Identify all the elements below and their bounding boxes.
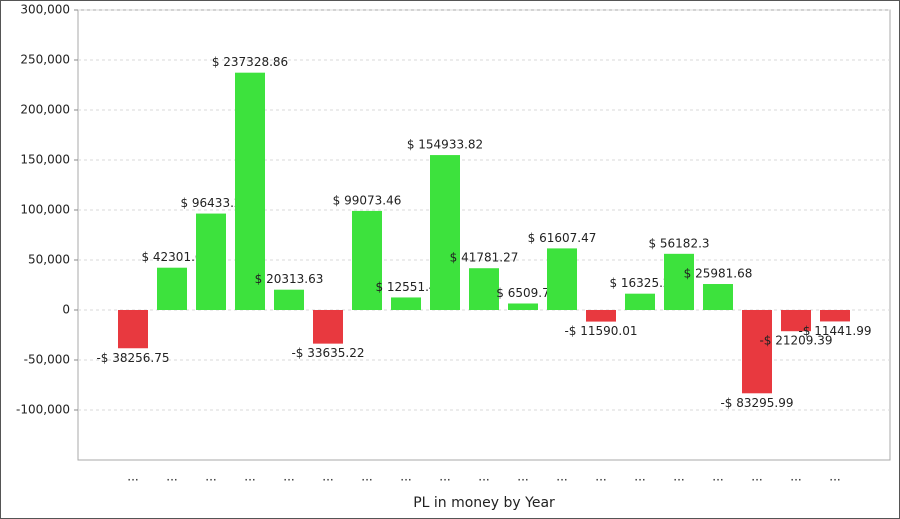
bar [352,210,382,310]
x-tick-label: ... [829,470,840,484]
x-tick-label: ... [244,470,255,484]
y-tick-label: 250,000 [20,53,70,67]
x-tick-label: ... [322,470,333,484]
value-label: $ 99073.46 [333,193,402,207]
value-label: -$ 11441.99 [798,324,871,338]
y-tick-label: 0 [62,303,70,317]
y-tick-label: 300,000 [20,3,70,17]
bar [274,289,304,310]
bar [508,303,538,310]
y-tick-label: -50,000 [24,353,70,367]
bar [469,268,499,310]
x-tick-label: ... [556,470,567,484]
y-tick-label: -100,000 [16,403,70,417]
value-label: $ 237328.86 [212,55,288,69]
x-tick-label: ... [361,470,372,484]
value-label: $ 96433.2 [180,196,241,210]
x-tick-label: ... [790,470,801,484]
x-tick-label: ... [439,470,450,484]
bar [664,253,694,310]
bar [196,213,226,310]
value-label: -$ 11590.01 [564,324,637,338]
value-label: $ 42301.6 [141,250,202,264]
x-tick-label: ... [634,470,645,484]
y-tick-label: 200,000 [20,103,70,117]
bar [781,310,811,332]
bar [118,310,148,349]
value-label: $ 56182.3 [648,236,709,250]
x-axis-label: PL in money by Year [413,495,555,511]
value-label: $ 12551.4 [375,280,436,294]
x-tick-label: ... [712,470,723,484]
value-label: $ 154933.82 [407,138,483,152]
x-tick-label: ... [478,470,489,484]
x-tick-label: ... [751,470,762,484]
value-label: -$ 83295.99 [720,396,793,410]
x-tick-label: ... [595,470,606,484]
bar [235,72,265,310]
value-label: -$ 38256.75 [96,351,169,365]
bar [625,293,655,310]
bar [157,267,187,310]
bar [703,284,733,310]
bar [313,310,343,344]
x-tick-label: ... [205,470,216,484]
value-label: $ 20313.63 [255,272,324,286]
value-label: -$ 33635.22 [291,346,364,360]
y-tick-label: 50,000 [28,253,70,267]
x-tick-label: ... [127,470,138,484]
value-label: $ 6509.7 [496,286,549,300]
x-tick-label: ... [517,470,528,484]
x-tick-label: ... [283,470,294,484]
bar [391,297,421,310]
bar [820,310,850,322]
x-tick-label: ... [166,470,177,484]
bar [430,155,460,310]
value-label: $ 25981.68 [684,267,753,281]
bar [586,310,616,322]
value-label: $ 61607.47 [528,231,597,245]
value-label: $ 41781.27 [450,251,519,265]
bar [547,248,577,310]
value-label: $ 16325.2 [609,276,670,290]
x-tick-label: ... [400,470,411,484]
y-tick-label: 100,000 [20,203,70,217]
x-tick-label: ... [673,470,684,484]
bar [742,310,772,394]
value-label: -$ 21209.39 [759,334,832,348]
y-tick-label: 150,000 [20,153,70,167]
